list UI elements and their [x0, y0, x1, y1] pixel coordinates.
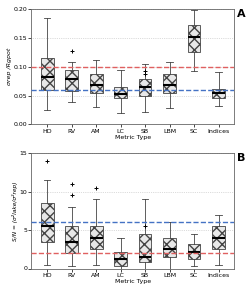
PathPatch shape: [212, 226, 225, 249]
PathPatch shape: [139, 234, 151, 262]
PathPatch shape: [114, 251, 127, 266]
PathPatch shape: [90, 226, 103, 249]
PathPatch shape: [65, 226, 78, 253]
PathPatch shape: [163, 74, 176, 93]
Text: A: A: [237, 9, 245, 19]
Y-axis label: σrep /Rgpot: σrep /Rgpot: [7, 48, 12, 85]
PathPatch shape: [188, 25, 200, 52]
Y-axis label: S/N = (σ²lake/σ²rep): S/N = (σ²lake/σ²rep): [12, 181, 18, 241]
PathPatch shape: [65, 70, 78, 91]
PathPatch shape: [212, 88, 225, 98]
PathPatch shape: [41, 58, 53, 90]
X-axis label: Metric Type: Metric Type: [115, 135, 151, 140]
PathPatch shape: [139, 79, 151, 95]
X-axis label: Metric Type: Metric Type: [115, 279, 151, 284]
PathPatch shape: [90, 74, 103, 93]
PathPatch shape: [114, 87, 127, 98]
PathPatch shape: [41, 203, 53, 242]
PathPatch shape: [188, 244, 200, 259]
PathPatch shape: [163, 238, 176, 257]
Text: B: B: [237, 153, 245, 163]
